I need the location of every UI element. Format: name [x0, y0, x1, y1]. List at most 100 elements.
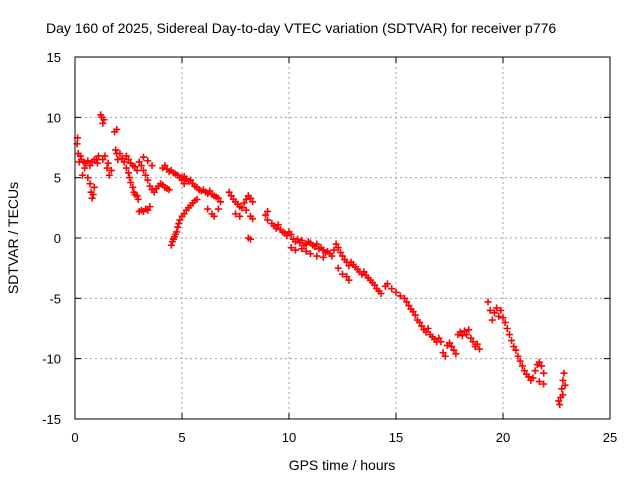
data-point	[465, 326, 473, 334]
data-point	[330, 246, 338, 254]
data-point	[165, 186, 173, 194]
data-point	[240, 199, 248, 207]
data-point	[446, 339, 453, 347]
data-point	[339, 270, 346, 278]
data-point	[435, 334, 443, 342]
data-point	[345, 276, 353, 284]
data-point	[232, 210, 239, 218]
data-point	[396, 292, 404, 300]
data-point	[175, 220, 183, 228]
data-point	[360, 268, 368, 276]
data-point	[264, 207, 272, 215]
data-point	[264, 216, 272, 224]
data-point	[214, 205, 222, 213]
data-point	[535, 378, 543, 386]
data-point	[332, 240, 340, 248]
data-point	[142, 171, 150, 179]
axis-ticks: 0 5 10 15 20 25 -15 -10 -5 0 5 10 15	[42, 50, 617, 445]
data-point	[210, 212, 218, 220]
data-point	[129, 183, 137, 191]
data-point	[122, 164, 130, 172]
data-point	[475, 345, 483, 353]
data-point	[114, 156, 122, 164]
data-point	[345, 262, 353, 270]
data-point	[84, 157, 92, 165]
data-point	[116, 150, 124, 158]
data-point	[540, 380, 548, 388]
data-point	[405, 302, 413, 310]
y-tick-label: 15	[47, 50, 61, 65]
data-point	[535, 358, 543, 366]
data-point	[488, 316, 496, 324]
data-point	[146, 203, 154, 211]
data-point	[458, 332, 466, 340]
data-point	[452, 350, 460, 358]
data-point	[560, 369, 568, 377]
data-point	[144, 176, 152, 184]
data-point	[501, 318, 509, 326]
data-point	[424, 325, 432, 332]
data-point	[242, 195, 250, 203]
data-point	[298, 236, 306, 244]
data-point	[249, 198, 257, 206]
data-point	[409, 308, 417, 316]
y-tick-label: -5	[49, 291, 61, 306]
data-point	[388, 285, 396, 293]
y-axis-label: SDTVAR / TECUs	[5, 182, 21, 294]
data-point	[174, 223, 182, 231]
x-tick-label: 15	[389, 430, 403, 445]
data-point	[460, 327, 468, 335]
data-point	[122, 152, 130, 160]
data-point	[463, 331, 471, 339]
x-axis-label: GPS time / hours	[289, 457, 396, 473]
data-point	[416, 318, 424, 326]
data-point	[261, 211, 269, 219]
data-point	[86, 162, 94, 170]
data-point	[469, 338, 477, 346]
data-point	[343, 273, 351, 281]
x-tick-label: 0	[71, 430, 78, 445]
x-tick-label: 10	[282, 430, 296, 445]
data-point	[441, 352, 449, 360]
data-point	[101, 152, 109, 160]
data-point	[531, 367, 539, 375]
data-point	[173, 228, 181, 236]
data-point	[371, 281, 379, 289]
data-point	[139, 153, 147, 161]
data-point	[495, 312, 503, 320]
data-point	[249, 215, 257, 223]
data-point	[450, 346, 458, 354]
y-tick-label: -15	[42, 412, 61, 427]
data-point	[339, 252, 346, 260]
y-tick-label: 10	[47, 110, 61, 125]
data-point	[559, 391, 567, 399]
data-point	[146, 182, 154, 190]
data-point	[180, 180, 188, 188]
data-point	[112, 146, 120, 154]
data-point	[516, 357, 524, 365]
data-point	[525, 373, 533, 381]
data-point	[236, 212, 244, 220]
data-point	[89, 191, 97, 199]
data-point	[540, 369, 548, 377]
data-point	[242, 206, 250, 214]
data-point	[148, 162, 156, 170]
data-point	[88, 194, 96, 202]
data-point	[514, 352, 522, 360]
data-point	[76, 152, 84, 160]
data-point	[283, 232, 291, 240]
data-point	[125, 169, 132, 177]
data-point	[139, 166, 147, 174]
data-point	[93, 159, 101, 167]
y-tick-label: 5	[54, 171, 61, 186]
data-point	[298, 245, 306, 253]
data-point	[103, 164, 111, 172]
data-point	[328, 252, 336, 260]
chart-title: Day 160 of 2025, Sidereal Day-to-day VTE…	[46, 20, 556, 36]
data-point	[204, 205, 212, 213]
data-point	[125, 156, 132, 164]
data-point	[306, 250, 314, 258]
data-point	[313, 240, 321, 248]
data-point	[558, 385, 566, 393]
